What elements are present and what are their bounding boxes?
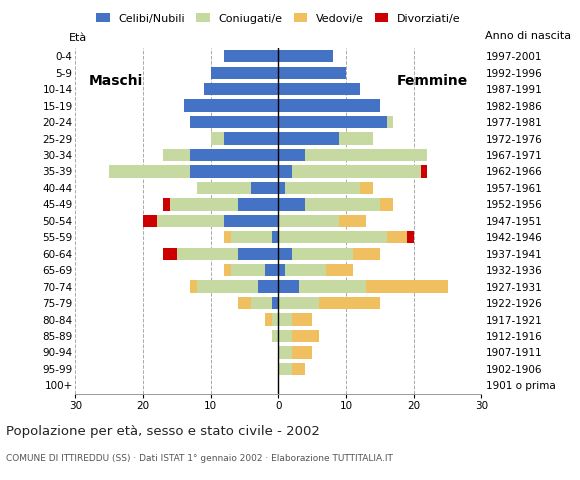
Bar bbox=[278, 297, 319, 309]
Bar bbox=[278, 132, 339, 144]
Bar bbox=[360, 182, 373, 194]
Bar bbox=[387, 116, 393, 128]
Bar bbox=[278, 182, 285, 194]
Bar bbox=[157, 215, 224, 227]
Bar bbox=[299, 280, 367, 293]
Bar bbox=[278, 313, 292, 326]
Bar bbox=[278, 198, 306, 211]
Bar bbox=[211, 67, 278, 79]
Bar bbox=[164, 198, 170, 211]
Bar bbox=[278, 50, 332, 62]
Bar bbox=[278, 67, 346, 79]
Bar bbox=[353, 248, 380, 260]
Text: Anno di nascita: Anno di nascita bbox=[485, 31, 571, 41]
Bar bbox=[197, 280, 258, 293]
Bar bbox=[407, 231, 414, 243]
Bar bbox=[204, 83, 278, 96]
Text: Maschi: Maschi bbox=[89, 74, 143, 88]
Bar bbox=[278, 363, 292, 375]
Bar bbox=[224, 50, 278, 62]
Bar bbox=[184, 99, 278, 112]
Bar bbox=[265, 313, 271, 326]
Bar bbox=[251, 182, 278, 194]
Bar bbox=[278, 215, 339, 227]
Bar bbox=[285, 182, 360, 194]
Bar bbox=[278, 165, 292, 178]
Bar bbox=[164, 149, 190, 161]
Bar bbox=[306, 149, 427, 161]
Bar bbox=[292, 346, 312, 359]
Bar bbox=[224, 264, 231, 276]
Bar bbox=[387, 231, 407, 243]
Bar bbox=[420, 165, 427, 178]
Bar bbox=[380, 198, 393, 211]
Bar bbox=[170, 198, 238, 211]
Bar bbox=[292, 165, 420, 178]
Bar bbox=[278, 248, 292, 260]
Bar bbox=[190, 165, 278, 178]
Bar bbox=[238, 198, 278, 211]
Text: COMUNE DI ITTIREDDU (SS) · Dati ISTAT 1° gennaio 2002 · Elaborazione TUTTITALIA.: COMUNE DI ITTIREDDU (SS) · Dati ISTAT 1°… bbox=[6, 454, 393, 463]
Bar bbox=[109, 165, 190, 178]
Bar bbox=[231, 231, 271, 243]
Bar bbox=[319, 297, 380, 309]
Bar bbox=[285, 264, 326, 276]
Bar bbox=[143, 215, 157, 227]
Bar bbox=[278, 280, 299, 293]
Text: Età: Età bbox=[68, 33, 87, 43]
Bar bbox=[326, 264, 353, 276]
Bar bbox=[278, 231, 387, 243]
Bar bbox=[271, 330, 278, 342]
Bar bbox=[292, 363, 306, 375]
Bar bbox=[164, 248, 177, 260]
Bar bbox=[224, 231, 231, 243]
Bar bbox=[231, 264, 265, 276]
Bar bbox=[292, 248, 353, 260]
Bar bbox=[258, 280, 278, 293]
Bar bbox=[224, 132, 278, 144]
Bar bbox=[278, 116, 387, 128]
Bar bbox=[306, 198, 380, 211]
Bar bbox=[278, 149, 306, 161]
Bar bbox=[190, 280, 197, 293]
Bar bbox=[278, 346, 292, 359]
Bar bbox=[292, 313, 312, 326]
Bar bbox=[278, 330, 292, 342]
Bar bbox=[190, 116, 278, 128]
Bar bbox=[271, 297, 278, 309]
Bar bbox=[339, 215, 367, 227]
Bar bbox=[339, 132, 373, 144]
Bar bbox=[251, 297, 271, 309]
Bar bbox=[224, 215, 278, 227]
Bar bbox=[190, 149, 278, 161]
Bar bbox=[265, 264, 278, 276]
Bar bbox=[292, 330, 319, 342]
Bar bbox=[238, 248, 278, 260]
Bar bbox=[271, 231, 278, 243]
Bar bbox=[367, 280, 448, 293]
Bar bbox=[278, 83, 360, 96]
Bar bbox=[197, 182, 251, 194]
Bar bbox=[271, 313, 278, 326]
Bar bbox=[238, 297, 251, 309]
Bar bbox=[177, 248, 238, 260]
Legend: Celibi/Nubili, Coniugati/e, Vedovi/e, Divorziati/e: Celibi/Nubili, Coniugati/e, Vedovi/e, Di… bbox=[92, 9, 465, 28]
Bar bbox=[278, 264, 285, 276]
Bar bbox=[278, 99, 380, 112]
Text: Popolazione per età, sesso e stato civile - 2002: Popolazione per età, sesso e stato civil… bbox=[6, 425, 320, 438]
Text: Femmine: Femmine bbox=[397, 74, 468, 88]
Bar bbox=[211, 132, 224, 144]
